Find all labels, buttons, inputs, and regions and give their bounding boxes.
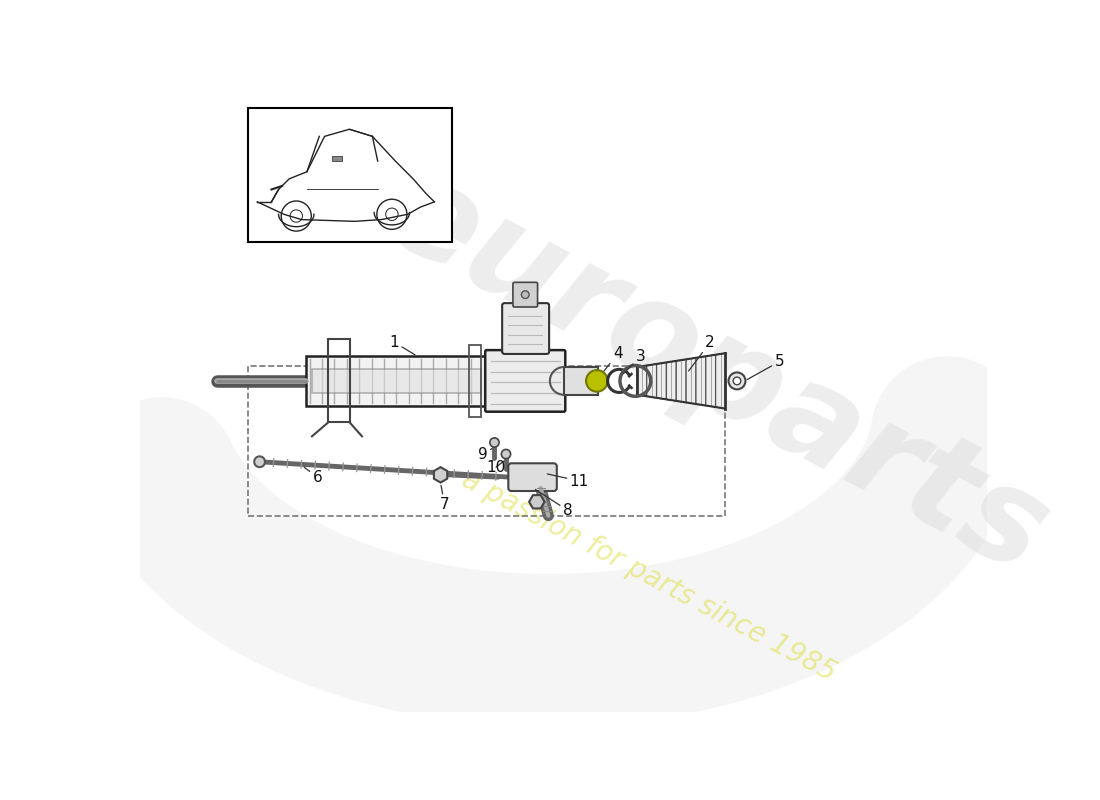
Bar: [469, 345, 482, 417]
FancyBboxPatch shape: [485, 350, 565, 412]
Bar: [312, 369, 481, 394]
Text: 7: 7: [440, 486, 449, 512]
Polygon shape: [716, 353, 726, 409]
Polygon shape: [696, 356, 706, 406]
Text: 4: 4: [604, 346, 623, 371]
Circle shape: [521, 291, 529, 298]
Polygon shape: [647, 364, 657, 398]
Bar: [332, 156, 342, 161]
Bar: [249, 366, 726, 516]
Polygon shape: [657, 362, 667, 399]
Text: 1: 1: [389, 335, 415, 355]
Polygon shape: [676, 359, 686, 402]
Polygon shape: [686, 358, 696, 404]
Bar: [306, 356, 486, 406]
Text: a passion for parts since 1985: a passion for parts since 1985: [456, 466, 840, 687]
Text: 8: 8: [536, 490, 572, 518]
FancyBboxPatch shape: [502, 303, 549, 354]
Text: 10: 10: [486, 460, 506, 474]
Circle shape: [733, 377, 741, 385]
Text: europarts: europarts: [364, 146, 1068, 601]
Circle shape: [502, 450, 510, 458]
Circle shape: [490, 438, 499, 447]
Bar: [249, 107, 452, 242]
Text: 3: 3: [624, 349, 646, 374]
Text: 11: 11: [547, 474, 589, 489]
Text: 2: 2: [689, 335, 715, 371]
Polygon shape: [529, 495, 544, 509]
Polygon shape: [667, 361, 676, 401]
Text: 5: 5: [747, 354, 784, 379]
Polygon shape: [706, 354, 716, 407]
Polygon shape: [433, 467, 448, 482]
Circle shape: [254, 456, 265, 467]
Text: 6: 6: [305, 467, 322, 485]
Circle shape: [586, 370, 607, 392]
Circle shape: [728, 373, 746, 390]
Bar: [328, 339, 350, 422]
Bar: [563, 367, 598, 394]
Text: 9: 9: [478, 446, 492, 462]
FancyBboxPatch shape: [513, 282, 538, 307]
Polygon shape: [637, 366, 647, 396]
FancyBboxPatch shape: [508, 463, 557, 491]
